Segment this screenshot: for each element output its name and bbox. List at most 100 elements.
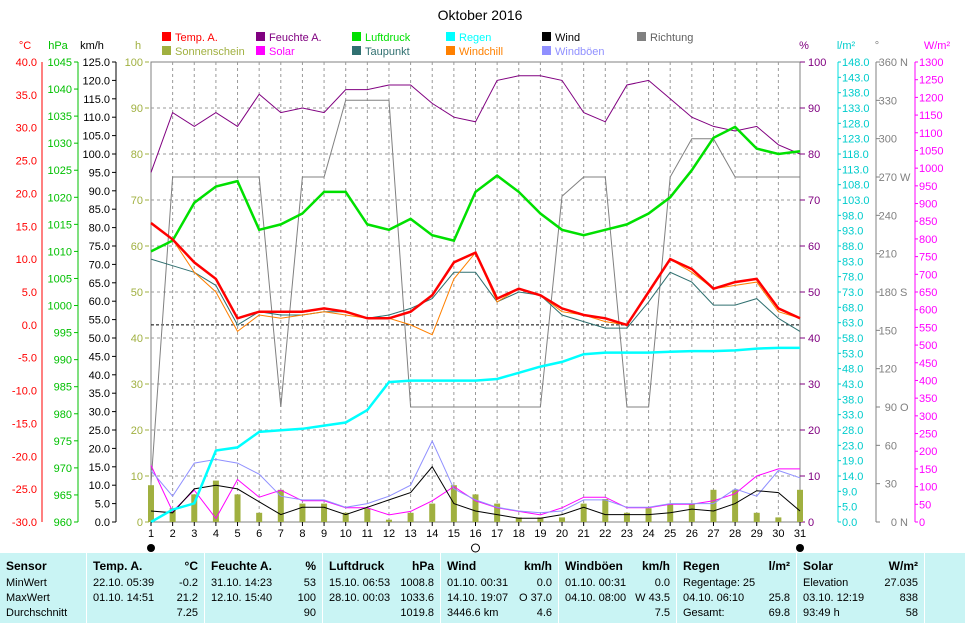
x-tick-label: 21 bbox=[578, 528, 590, 540]
stats-value: 90 bbox=[303, 607, 316, 619]
pressure-axis-tick-label: 1000 bbox=[48, 301, 72, 313]
wind-axis-tick-label: 40.0 bbox=[89, 370, 110, 382]
solar-axis-tick-label: 1250 bbox=[919, 75, 943, 87]
pressure-axis-tick-label: 975 bbox=[54, 436, 72, 448]
unit-label: h bbox=[135, 40, 141, 52]
series-line-feuchte-a- bbox=[150, 75, 801, 173]
rain-axis-tick-label: 118.0 bbox=[842, 149, 869, 161]
rain-axis-tick-label: 28.0 bbox=[842, 425, 863, 437]
sunshine-bar bbox=[494, 503, 501, 522]
rain-axis-tick-label: 68.0 bbox=[842, 302, 863, 314]
direction-axis-tick-label: 330 bbox=[879, 95, 897, 107]
x-tick-label: 10 bbox=[340, 528, 352, 540]
stats-unit: hPa bbox=[411, 559, 434, 573]
stats-block-temp: Temp. A. °C 22.10. 05:39 -0.2 01.10. 14:51 21… bbox=[88, 553, 205, 623]
legend-label: Solar bbox=[269, 46, 295, 58]
temp-axis-tick-label: 35.0 bbox=[16, 90, 37, 102]
unit-label: % bbox=[799, 40, 809, 52]
stats-row-label: MaxWert bbox=[6, 592, 50, 604]
direction-axis-tick-label: 270 bbox=[879, 172, 897, 184]
weather-chart: Oktober 2016 Temp. A. Feuchte A. Luftdruck… bbox=[12, 7, 951, 553]
rain-axis-tick-label: 93.0 bbox=[842, 226, 863, 238]
sunshine-bar bbox=[710, 489, 717, 522]
solar-axis-tick-label: 100 bbox=[919, 482, 937, 494]
solar-axis-tick-label: 500 bbox=[919, 340, 937, 352]
sunshine-bar bbox=[472, 494, 479, 522]
solar-axis-tick-label: 450 bbox=[919, 358, 937, 370]
rain-axis-tick-label: 48.0 bbox=[842, 364, 863, 376]
sun-axis-tick-label: 0 bbox=[137, 517, 143, 529]
chart-title: Oktober 2016 bbox=[438, 7, 523, 23]
x-tick-label: 24 bbox=[642, 528, 654, 540]
pressure-axis-tick-label: 1025 bbox=[48, 165, 72, 177]
pressure-axis-tick-label: 970 bbox=[54, 463, 72, 475]
legend-label: Feuchte A. bbox=[269, 32, 322, 44]
temp-axis-tick-label: 30.0 bbox=[16, 123, 37, 135]
pressure-axis-tick-label: 995 bbox=[54, 328, 72, 340]
sunshine-bar bbox=[321, 503, 328, 522]
stats-row-label: Durchschnitt bbox=[6, 607, 68, 619]
direction-axis-tick-label: 150 bbox=[879, 325, 897, 337]
rain-axis-tick-label: 0.0 bbox=[842, 517, 857, 529]
stats-time: 01.10. 14:51 bbox=[93, 592, 155, 604]
x-tick-label: 15 bbox=[448, 528, 460, 540]
stats-time: 04.10. 06:10 bbox=[683, 592, 745, 604]
legend-swatch bbox=[542, 32, 551, 41]
sunshine-bar bbox=[688, 503, 695, 522]
direction-axis-tick-label: 360 bbox=[879, 57, 897, 69]
sunshine-bar bbox=[342, 512, 349, 522]
wind-axis-tick-label: 15.0 bbox=[89, 462, 110, 474]
stats-value: 27.035 bbox=[884, 577, 918, 589]
pressure-axis-tick-label: 960 bbox=[54, 517, 72, 529]
stats-time: 04.10. 08:00 bbox=[565, 592, 627, 604]
x-tick-label: 14 bbox=[426, 528, 438, 540]
solar-axis-tick-label: 300 bbox=[919, 411, 937, 423]
pressure-axis-tick-label: 1005 bbox=[48, 273, 72, 285]
wind-axis-tick-label: 5.0 bbox=[95, 499, 110, 511]
solar-axis-tick-label: 1050 bbox=[919, 145, 943, 157]
x-tick-label: 16 bbox=[469, 528, 481, 540]
sunshine-bar bbox=[234, 494, 241, 522]
x-tick-label: 12 bbox=[383, 528, 395, 540]
legend-swatch bbox=[256, 46, 265, 55]
wind-axis-tick-label: 35.0 bbox=[89, 388, 110, 400]
rain-axis-tick-label: 88.0 bbox=[842, 241, 863, 253]
stats-value: 25.8 bbox=[768, 592, 790, 604]
solar-axis-tick-label: 0 bbox=[919, 517, 925, 529]
data-lines bbox=[150, 75, 801, 524]
x-axis: 1 2 3 4 5 6 7 8 9 10 11 12 13 14 15 16 17 18 19 20 21 22 23 24 2… bbox=[147, 522, 806, 553]
rain-axis-tick-label: 143.0 bbox=[842, 72, 870, 84]
x-tick-label: 26 bbox=[686, 528, 698, 540]
solar-axis-tick-label: 750 bbox=[919, 252, 937, 264]
wind-axis-tick-label: 75.0 bbox=[89, 241, 110, 253]
wind-axis-tick-label: 95.0 bbox=[89, 167, 110, 179]
rain-axis-tick-label: 98.0 bbox=[842, 210, 863, 222]
x-tick-label: 11 bbox=[362, 528, 373, 540]
axes: 40.0 35.0 30.0 25.0 20.0 15.0 10.0 5.0 0.0 -5.0 -1… bbox=[12, 40, 951, 529]
stats-value: 1019.8 bbox=[400, 607, 434, 619]
stats-value: 69.8 bbox=[768, 607, 790, 619]
stats-block-solar: Solar W/m² Elevation 27.035 03.10. 12:19 838 9… bbox=[798, 553, 925, 623]
temp-axis-tick-label: 40.0 bbox=[16, 57, 37, 69]
stats-block-sensor: Sensor MinWert MaxWert Durchschnitt bbox=[0, 553, 87, 623]
sun-axis-tick-label: 50 bbox=[131, 287, 143, 299]
humidity-axis-tick-label: 100 bbox=[808, 57, 826, 69]
sunshine-bar bbox=[148, 485, 154, 522]
unit-label: W/m² bbox=[924, 40, 951, 52]
rain-axis-tick-label: 23.0 bbox=[842, 440, 863, 452]
sunshine-bar bbox=[580, 503, 587, 522]
stats-header: Windböen bbox=[565, 559, 623, 573]
direction-axis-tick-label: 90 bbox=[885, 402, 897, 414]
sunshine-bar bbox=[191, 494, 198, 522]
stats-header: Feuchte A. bbox=[211, 559, 272, 573]
sunshine-bar bbox=[623, 512, 630, 522]
stats-time: Elevation bbox=[803, 577, 849, 589]
full-moon-icon bbox=[471, 543, 480, 553]
stats-value: 838 bbox=[899, 592, 918, 604]
temp-axis-tick-label: 15.0 bbox=[16, 221, 37, 233]
wind-axis-tick-label: 25.0 bbox=[89, 425, 110, 437]
stats-block-press: Luftdruck hPa 15.10. 06:53 1008.8 28.10. 00:… bbox=[324, 553, 441, 623]
stats-unit: W/m² bbox=[888, 559, 918, 573]
humidity-axis-tick-label: 10 bbox=[808, 471, 820, 483]
stats-time: 01.10. 00:31 bbox=[447, 577, 509, 589]
